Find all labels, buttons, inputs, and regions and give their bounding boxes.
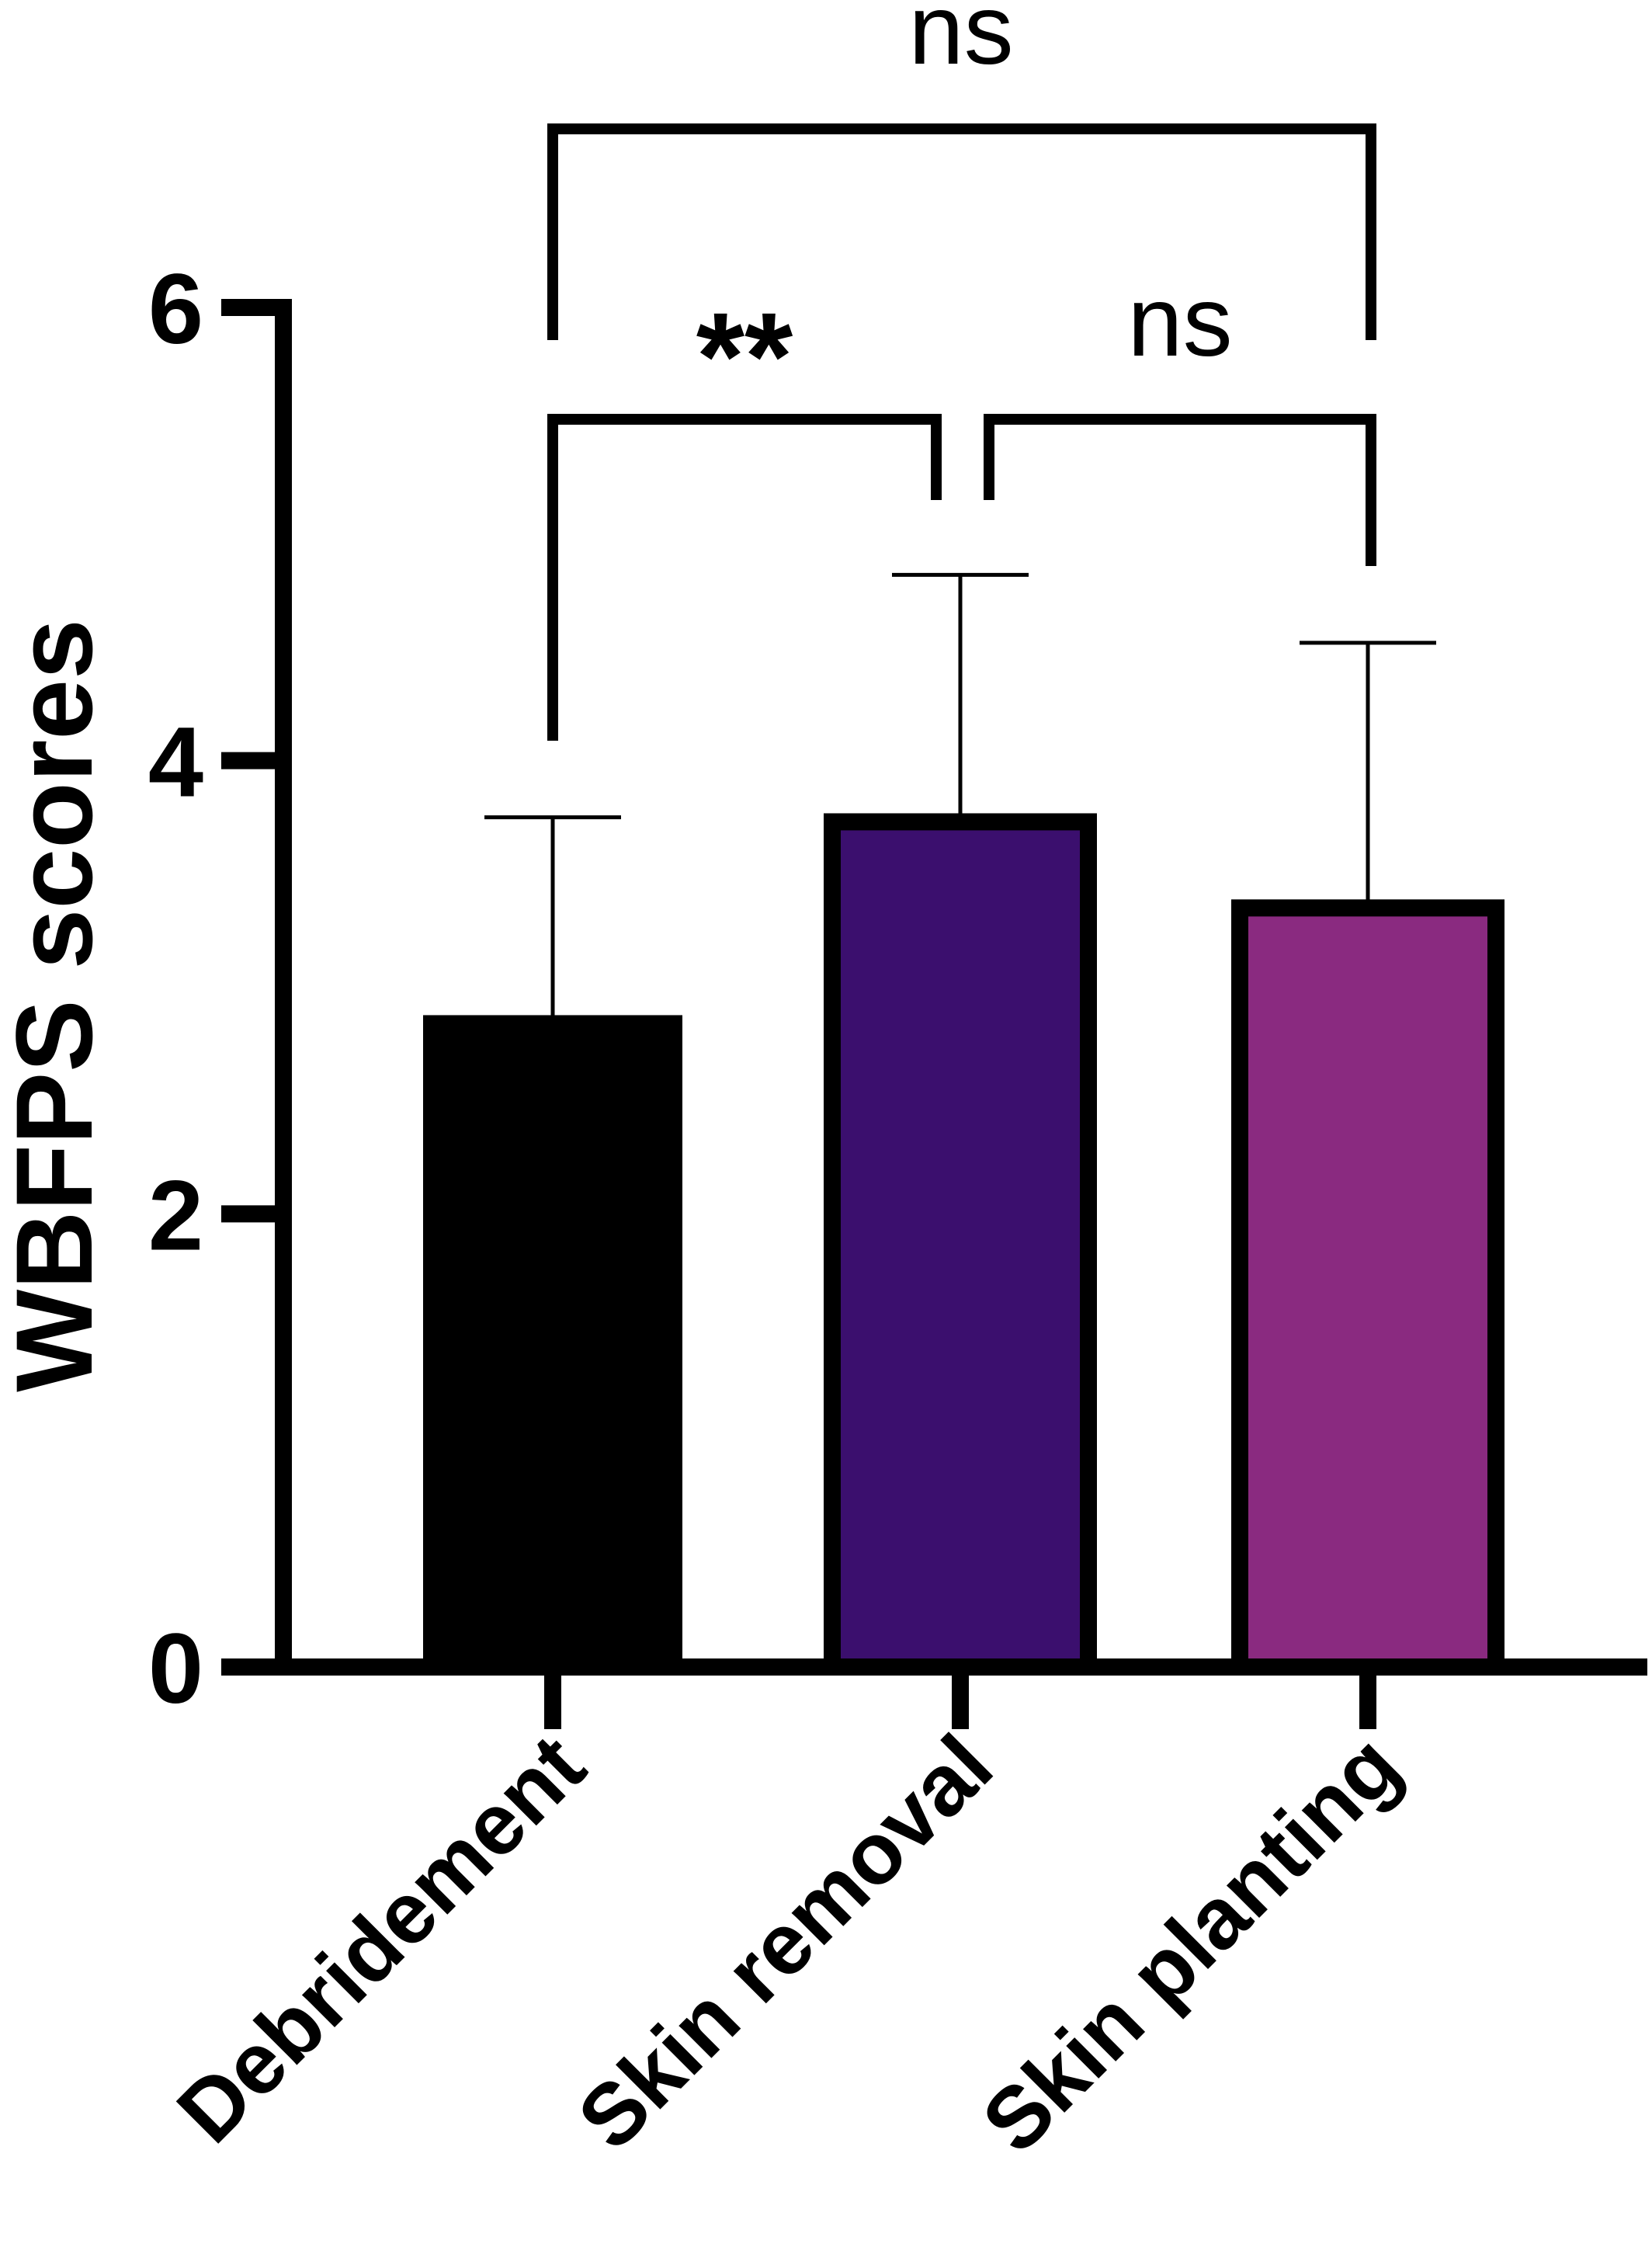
significance-label: ** — [696, 287, 793, 425]
bar-debridement — [423, 1015, 682, 1669]
significance-brackets — [547, 123, 1376, 741]
y-axis-title: WBFPS scores — [0, 619, 115, 1392]
bar-skin-planting — [1231, 899, 1504, 1676]
significance-label: ns — [1127, 266, 1232, 377]
bar-skin-removal — [824, 813, 1097, 1676]
y-tick-label: 6 — [148, 254, 203, 365]
error-bars — [484, 572, 1436, 1017]
bracket-skin-removal-skin-planting — [984, 414, 1376, 566]
significance-label: ns — [908, 0, 1013, 85]
bracket-debridement-skin-removal — [547, 414, 942, 741]
x-category-label: Skin removal — [560, 1717, 1011, 2168]
bracket-debridement-skin-planting — [547, 123, 1376, 340]
y-tick-label: 4 — [148, 707, 203, 818]
x-category-label: Debridement — [159, 1717, 603, 2161]
bars — [423, 813, 1504, 1676]
y-tick-label: 2 — [148, 1160, 203, 1271]
y-tick-label: 0 — [148, 1613, 203, 1724]
x-category-label: Skin planting — [963, 1717, 1418, 2172]
